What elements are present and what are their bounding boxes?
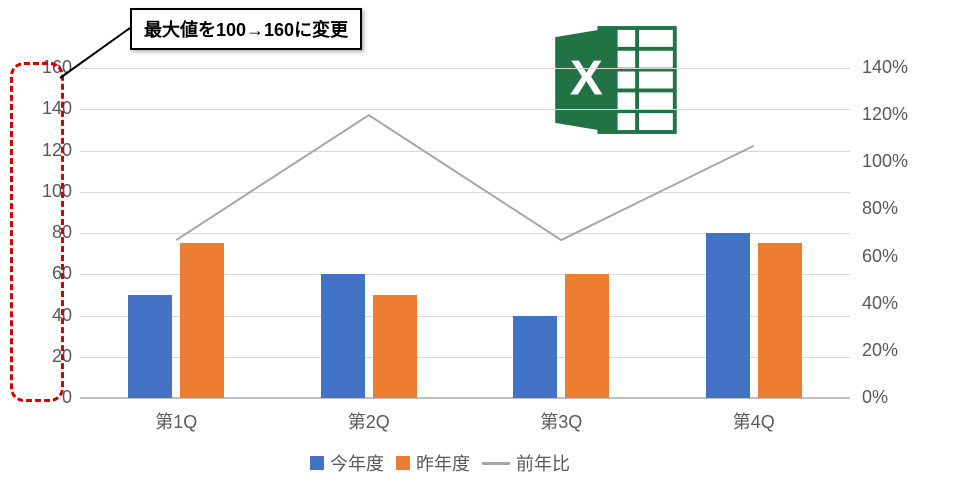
y-left-tick: 40 (22, 305, 72, 326)
svg-text:X: X (570, 50, 603, 105)
gridline (80, 192, 850, 193)
callout-text: 最大値を100→160に変更 (144, 20, 348, 40)
y-left-tick: 0 (22, 387, 72, 408)
bar-昨年度 (180, 243, 224, 398)
gridline (80, 151, 850, 152)
y-right-tick: 0% (862, 387, 932, 408)
y-right-tick: 20% (862, 340, 932, 361)
y-right-tick: 140% (862, 57, 932, 78)
excel-icon: X (550, 20, 680, 140)
y-left-tick: 80 (22, 222, 72, 243)
legend-item: 今年度 (310, 450, 384, 476)
legend-label: 今年度 (330, 450, 384, 476)
y-right-tick: 100% (862, 151, 932, 172)
y-right-tick: 60% (862, 246, 932, 267)
bar-今年度 (321, 274, 365, 398)
x-category-label: 第1Q (126, 408, 226, 434)
x-category-label: 第3Q (511, 408, 611, 434)
y-left-tick: 20 (22, 346, 72, 367)
bar-今年度 (706, 233, 750, 398)
y-left-tick: 60 (22, 263, 72, 284)
legend-item: 昨年度 (396, 450, 470, 476)
y-left-tick: 100 (22, 181, 72, 202)
legend-line-swatch (482, 462, 510, 465)
legend-label: 前年比 (516, 450, 570, 476)
bar-昨年度 (565, 274, 609, 398)
gridline (80, 109, 850, 110)
legend: 今年度 昨年度 前年比 (310, 450, 570, 476)
y-right-tick: 120% (862, 104, 932, 125)
y-right-tick: 40% (862, 293, 932, 314)
bar-昨年度 (758, 243, 802, 398)
combo-chart: 0 20 40 60 80 100 120 140 160 0% 20% 40% 60% 80% 100%… (0, 0, 957, 502)
bar-今年度 (513, 316, 557, 399)
legend-label: 昨年度 (416, 450, 470, 476)
y-left-tick: 140 (22, 98, 72, 119)
legend-swatch (310, 456, 324, 470)
y-left-tick: 160 (22, 57, 72, 78)
gridline (80, 68, 850, 69)
y-left-tick: 120 (22, 140, 72, 161)
legend-item: 前年比 (482, 450, 570, 476)
x-category-label: 第2Q (319, 408, 419, 434)
bar-昨年度 (373, 295, 417, 398)
x-category-label: 第4Q (704, 408, 804, 434)
y-right-tick: 80% (862, 198, 932, 219)
callout-box: 最大値を100→160に変更 (130, 8, 362, 50)
legend-swatch (396, 456, 410, 470)
bar-今年度 (128, 295, 172, 398)
